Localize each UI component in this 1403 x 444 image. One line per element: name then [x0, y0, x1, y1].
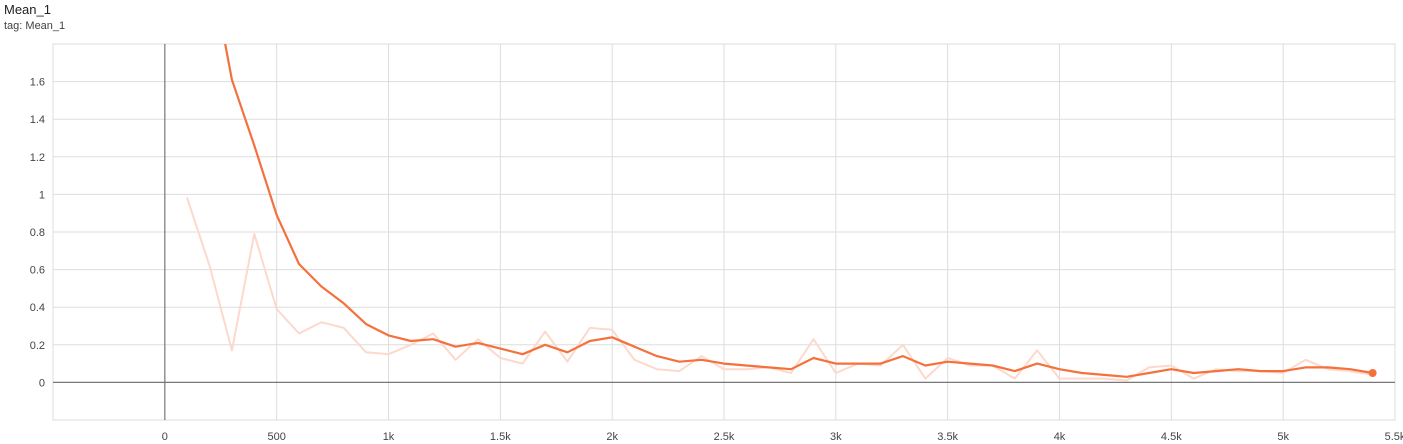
grid-lines: [52, 43, 1396, 421]
y-tick-label: 1.6: [30, 77, 45, 89]
x-tick-labels: 0 500 1k 1.5k 2k 2.5k 3k 3.5k 4k 4.5k 5k 5.5k: [162, 431, 1403, 443]
y-tick-label: 0.8: [30, 227, 45, 239]
y-tick-label: 0.2: [30, 340, 45, 352]
x-tick-label: 5k: [1277, 431, 1289, 443]
x-tick-label: 4k: [1054, 431, 1066, 443]
last-point-marker[interactable]: [1368, 369, 1377, 377]
x-tick-label: 3.5k: [937, 431, 958, 443]
x-tick-label: 500: [267, 431, 285, 443]
y-tick-label: 0: [39, 377, 45, 389]
x-tick-label: 2.5k: [714, 431, 735, 443]
x-tick-label: 2k: [606, 431, 618, 443]
x-tick-label: 1.5k: [490, 431, 511, 443]
axes: [53, 44, 1395, 420]
chart-title: Mean_1: [4, 2, 51, 17]
raw-series-line: [186, 197, 1374, 382]
y-tick-label: 0.4: [30, 302, 45, 314]
x-tick-label: 5.5k: [1385, 431, 1403, 443]
x-tick-label: 0: [162, 431, 168, 443]
y-tick-label: 1.2: [30, 152, 45, 164]
smoothed-series-line: [224, 44, 1374, 378]
chart-tag: tag: Mean_1: [4, 20, 66, 32]
x-tick-label: 3k: [830, 431, 842, 443]
x-tick-label: 4.5k: [1161, 431, 1182, 443]
y-tick-label: 0.6: [30, 265, 45, 277]
x-tick-label: 1k: [383, 431, 395, 443]
plot-frame: [52, 43, 1396, 421]
y-tick-labels: 0 0.2 0.4 0.6 0.8 1 1.2 1.4 1.6: [30, 77, 45, 390]
y-tick-label: 1: [39, 189, 45, 201]
y-tick-label: 1.4: [30, 114, 45, 126]
series-layer: [186, 44, 1377, 382]
